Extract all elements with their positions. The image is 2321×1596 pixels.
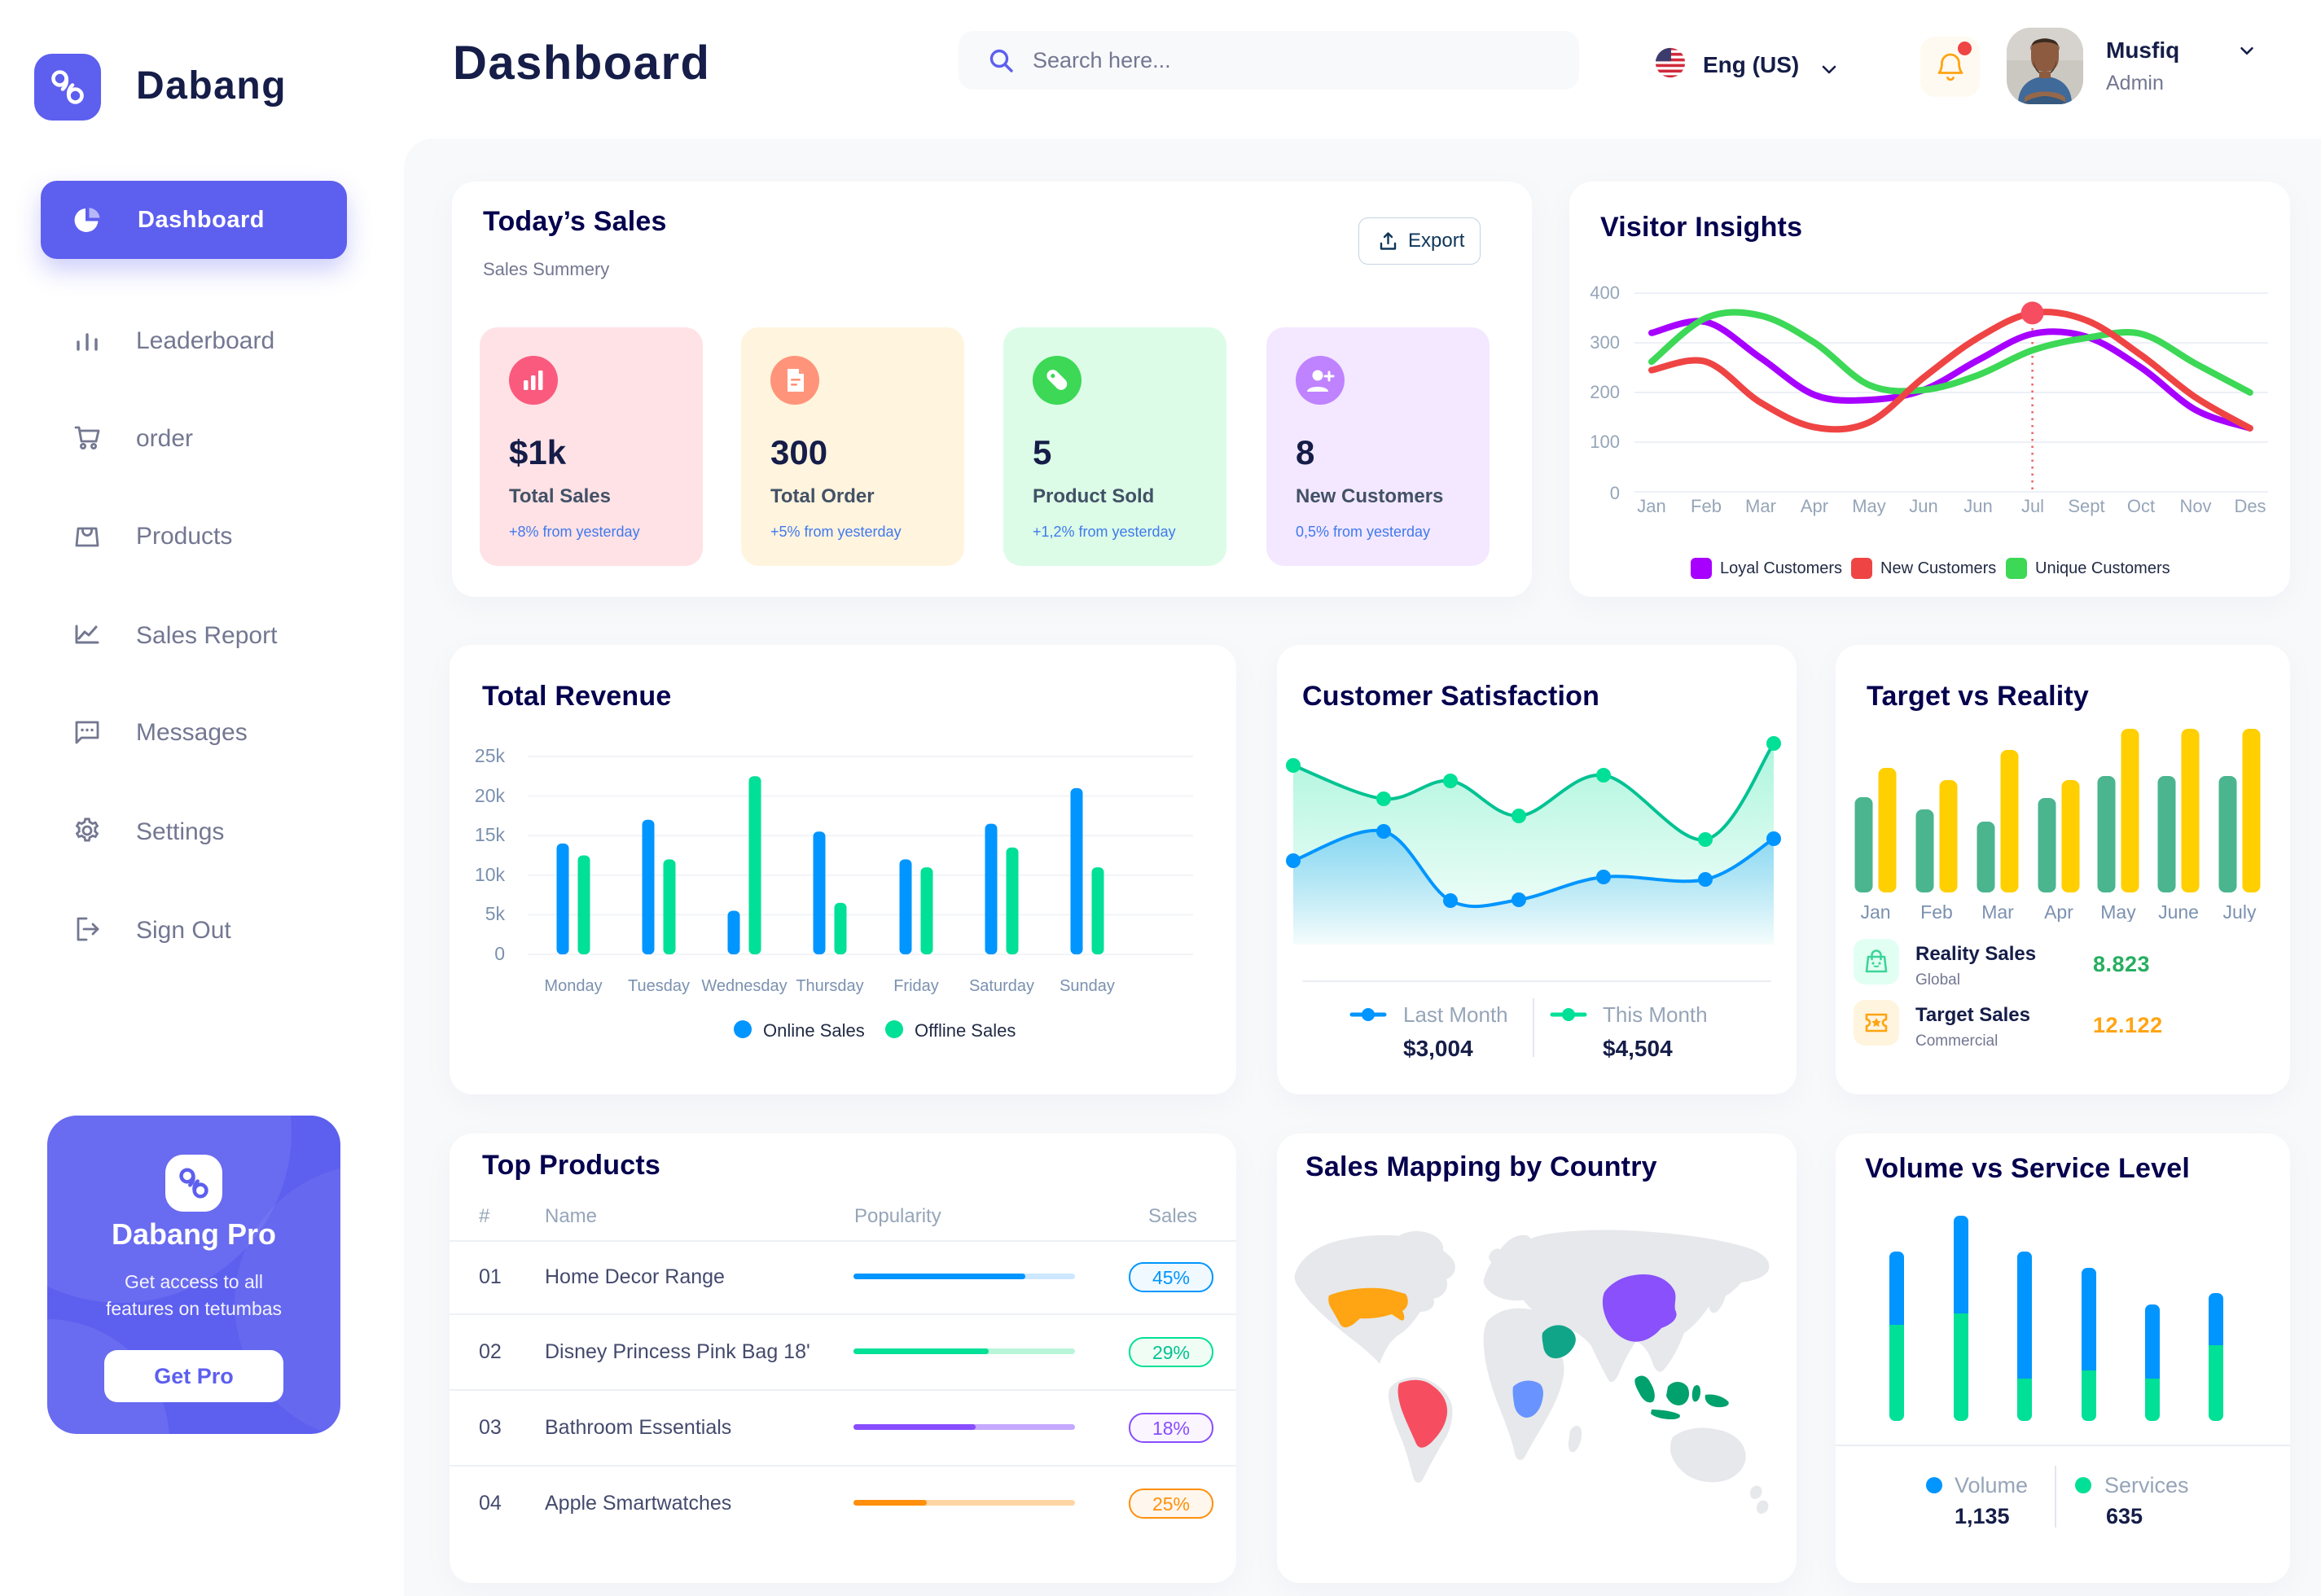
svg-text:$4,504: $4,504 [1603, 1036, 1673, 1061]
svg-text:Sept: Sept [2068, 496, 2104, 516]
svg-text:Wednesday: Wednesday [701, 977, 787, 995]
svg-text:Jul: Jul [2021, 496, 2044, 516]
svg-text:5k: 5k [485, 903, 506, 924]
svg-text:100: 100 [1590, 432, 1620, 452]
svg-text:25k: 25k [475, 745, 506, 766]
svg-text:Jan: Jan [1860, 901, 1890, 922]
svg-text:Mar: Mar [1981, 901, 2014, 922]
svg-text:Nov: Nov [2179, 496, 2211, 516]
svg-text:10k: 10k [475, 864, 506, 885]
svg-text:Feb: Feb [1691, 496, 1722, 516]
svg-text:Saturday: Saturday [969, 977, 1034, 995]
svg-text:This Month: This Month [1603, 1002, 1708, 1027]
svg-text:Thursday: Thursday [796, 977, 863, 995]
svg-text:Loyal Customers: Loyal Customers [1720, 559, 1842, 577]
svg-text:400: 400 [1590, 283, 1620, 303]
svg-text:Online Sales: Online Sales [763, 1020, 865, 1041]
svg-text:0: 0 [1610, 483, 1620, 503]
svg-text:$3,004: $3,004 [1403, 1036, 1473, 1061]
svg-text:Mar: Mar [1745, 496, 1776, 516]
svg-text:Oct: Oct [2127, 496, 2155, 516]
svg-text:Jan: Jan [1637, 496, 1665, 516]
svg-text:Monday: Monday [544, 977, 602, 995]
svg-text:Des: Des [2234, 496, 2266, 516]
svg-text:Tuesday: Tuesday [628, 977, 690, 995]
svg-text:0: 0 [494, 943, 505, 964]
svg-text:Apr: Apr [2044, 901, 2073, 922]
svg-text:200: 200 [1590, 382, 1620, 402]
svg-text:Sunday: Sunday [1060, 977, 1115, 995]
svg-text:635: 635 [2106, 1504, 2143, 1528]
svg-text:20k: 20k [475, 785, 506, 806]
svg-text:Apr: Apr [1801, 496, 1828, 516]
svg-text:Jun: Jun [1963, 496, 1992, 516]
svg-text:Services: Services [2104, 1473, 2189, 1497]
svg-text:15k: 15k [475, 824, 506, 845]
svg-text:Feb: Feb [1920, 901, 1953, 922]
svg-text:Jun: Jun [1909, 496, 1937, 516]
svg-text:300: 300 [1590, 332, 1620, 353]
svg-text:Last Month: Last Month [1403, 1002, 1508, 1027]
svg-text:New Customers: New Customers [1880, 559, 1996, 577]
svg-text:May: May [2100, 901, 2136, 922]
svg-text:Offline Sales: Offline Sales [915, 1020, 1016, 1041]
svg-text:Unique Customers: Unique Customers [2035, 559, 2170, 577]
svg-text:June: June [2158, 901, 2199, 922]
svg-text:May: May [1852, 496, 1886, 516]
svg-text:Friday: Friday [893, 977, 939, 995]
svg-text:July: July [2223, 901, 2257, 922]
svg-text:1,135: 1,135 [1955, 1504, 2010, 1528]
svg-text:Volume: Volume [1955, 1473, 2028, 1497]
